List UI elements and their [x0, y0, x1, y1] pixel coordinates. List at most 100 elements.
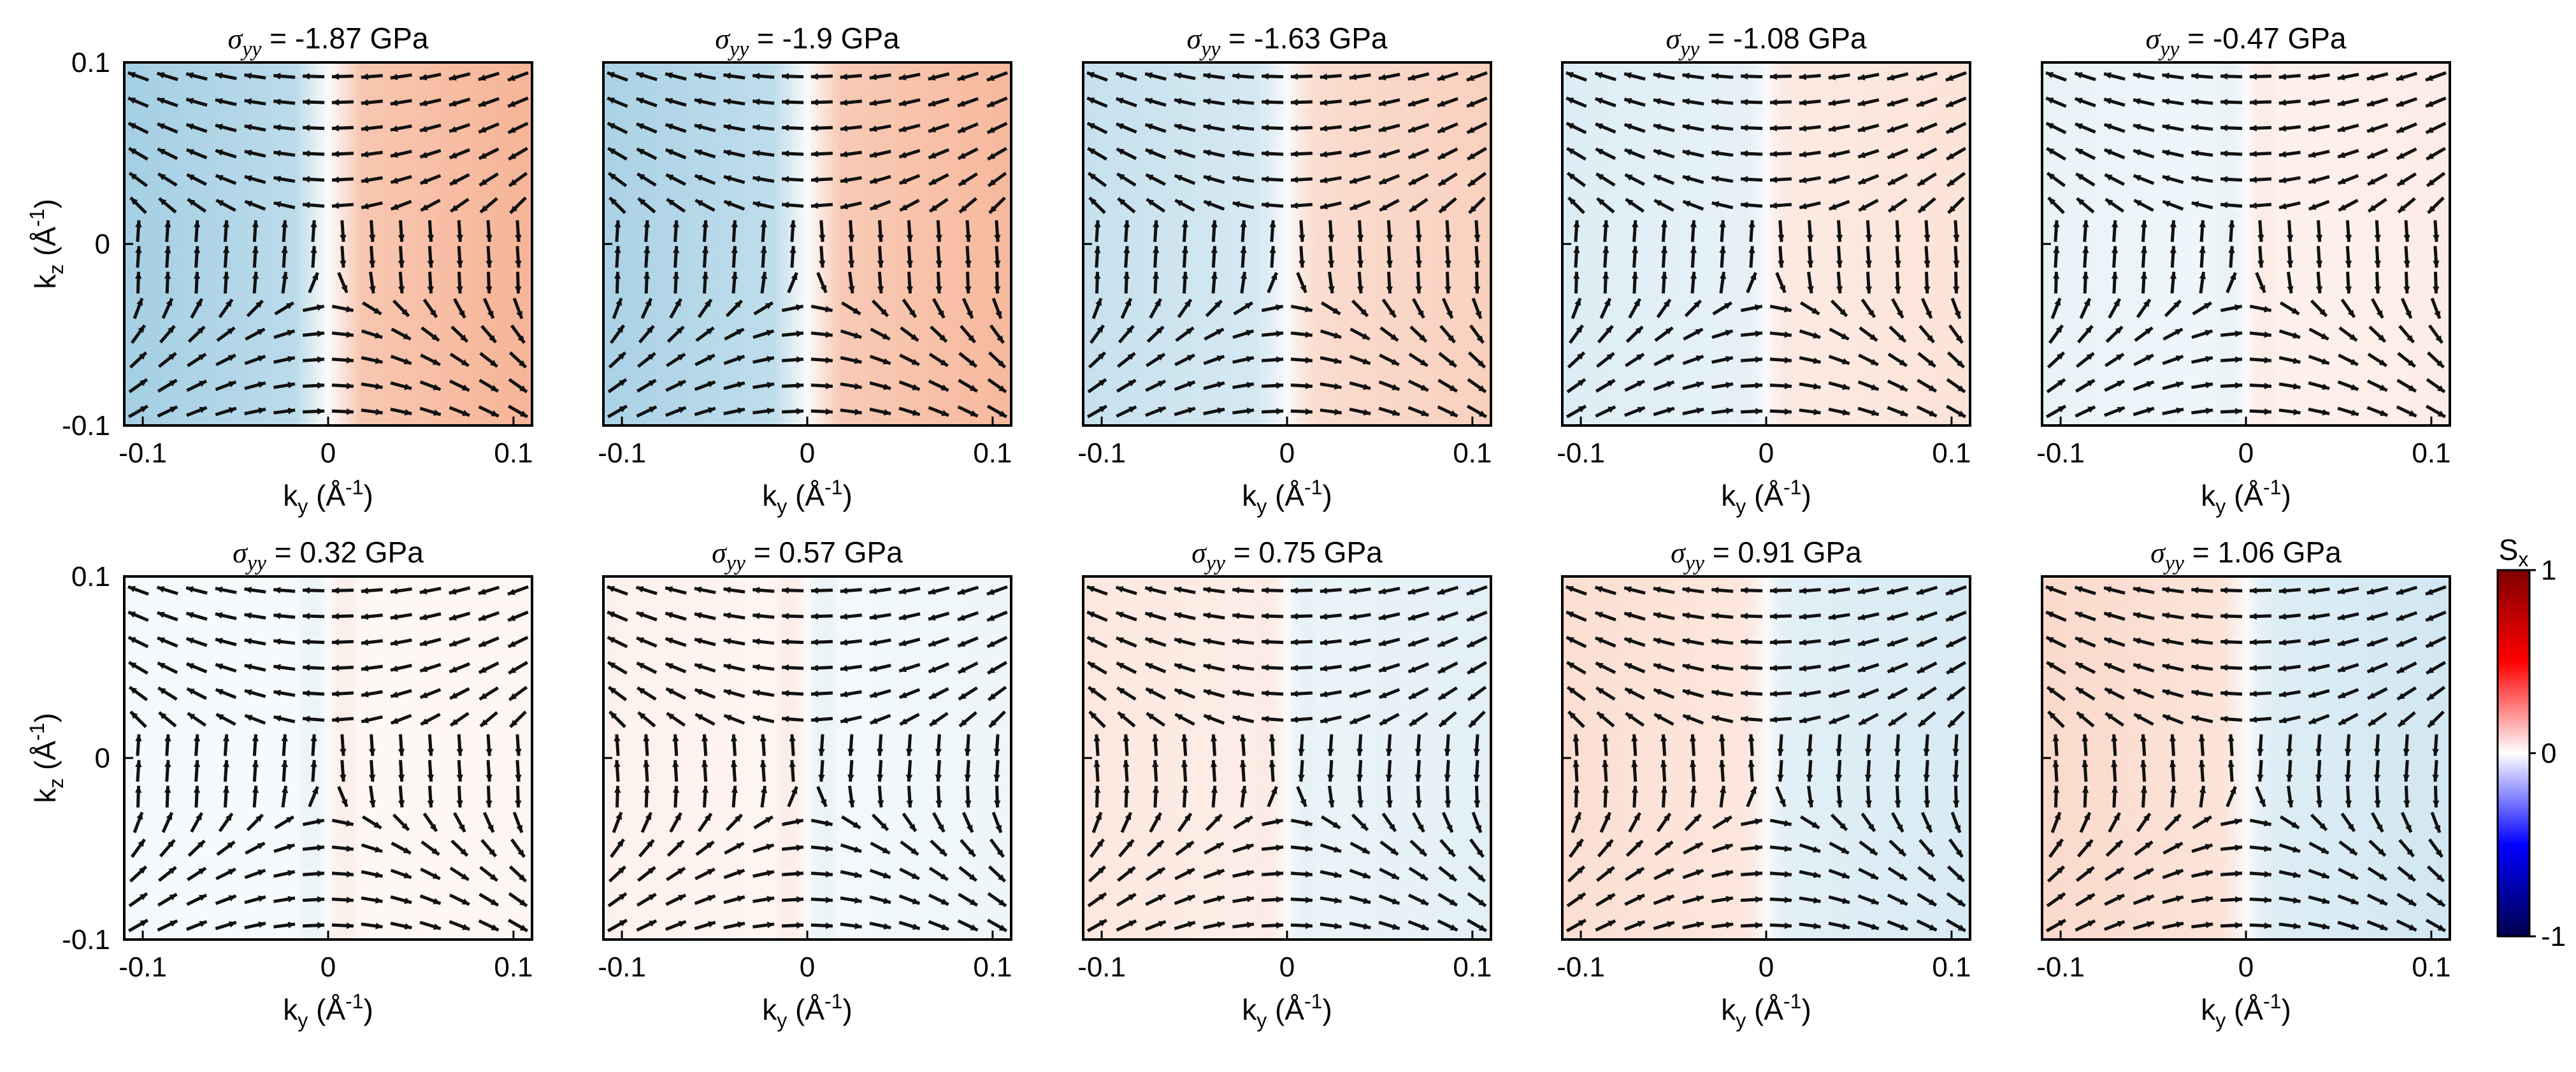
spin-arrowhead	[935, 775, 942, 782]
spin-arrowhead	[398, 234, 405, 242]
spin-arrowhead	[818, 775, 825, 782]
spin-arrowhead	[1719, 220, 1726, 227]
spin-arrowhead	[607, 637, 615, 643]
spin-arrowhead	[1917, 666, 1925, 673]
spin-arrowhead	[1602, 734, 1609, 741]
spin-arrowhead	[647, 867, 656, 875]
spin-arrowhead	[1262, 201, 1269, 208]
spin-arrowhead	[303, 124, 310, 131]
spin-arrowhead	[257, 355, 266, 362]
spin-arrowhead	[450, 692, 458, 699]
spin-arrowhead	[1444, 286, 1451, 294]
spin-arrowhead	[1842, 383, 1850, 390]
spin-arrowhead	[825, 331, 833, 338]
spin-arrowhead	[479, 666, 487, 673]
spin-arrowhead	[695, 714, 703, 720]
spin-arrowhead	[2134, 714, 2142, 720]
colorbar: 10-1Sx	[2496, 533, 2566, 952]
spin-arrowhead	[1624, 611, 1632, 618]
sx-colormap	[1083, 576, 1491, 940]
spin-arrowhead	[1828, 587, 1836, 594]
spin-arrowhead	[1683, 201, 1691, 207]
spin-arrowhead	[456, 261, 463, 268]
spin-arrowhead	[2199, 220, 2206, 227]
spin-arrowhead	[666, 199, 675, 206]
spin-arrowhead	[517, 335, 524, 343]
spin-arrowhead	[1152, 271, 1160, 279]
spin-arrowhead	[1769, 124, 1777, 132]
spin-arrowhead	[1595, 123, 1604, 130]
spin-arrowhead	[1145, 638, 1153, 644]
spin-arrowhead	[1806, 748, 1813, 756]
spin-arrowhead	[1128, 380, 1136, 387]
spin-arrowhead	[2052, 734, 2059, 741]
spin-arrowhead	[1741, 587, 1748, 594]
spin-arrowhead	[1573, 271, 1580, 279]
spin-arrowhead	[1653, 663, 1662, 670]
spin-arrowhead	[2380, 924, 2388, 931]
spin-arrowhead	[752, 612, 760, 620]
spin-arrowhead	[940, 873, 948, 880]
spin-arrowhead	[694, 98, 702, 105]
spin-arrowhead	[1385, 775, 1393, 782]
spin-arrowhead	[310, 760, 317, 768]
spin-arrowhead	[1305, 331, 1313, 338]
spin-arrowhead	[1607, 380, 1615, 387]
spin-arrowhead	[910, 848, 919, 855]
sx-colormap	[1562, 576, 1970, 940]
spin-arrowhead	[796, 896, 804, 903]
spin-arrowhead	[1088, 662, 1096, 669]
spin-arrowhead	[199, 920, 207, 927]
x-tick-label: 0	[1279, 438, 1295, 469]
spin-arrowhead	[1836, 800, 1843, 808]
spin-arrowhead	[2396, 100, 2405, 107]
spin-arrowhead	[877, 775, 884, 782]
spin-arrowhead	[993, 748, 1000, 756]
x-axis-label: ky (Å-1)	[283, 990, 373, 1032]
spin-arrowhead	[2054, 298, 2061, 306]
spin-arrowhead	[2250, 202, 2257, 209]
spin-arrowhead	[258, 895, 266, 902]
spin-arrowhead	[1946, 641, 1954, 647]
spin-arrowhead	[998, 899, 1006, 906]
spin-arrowhead	[228, 895, 236, 902]
spin-arrowhead	[707, 869, 715, 875]
spin-arrowhead	[2104, 149, 2112, 155]
spin-arrowhead	[636, 72, 644, 79]
spin-arrowhead	[2145, 355, 2154, 361]
spin-arrowhead	[1379, 178, 1387, 184]
spin-arrowhead	[419, 74, 428, 81]
spin-arrowhead	[317, 382, 325, 389]
spin-arrowhead	[273, 587, 281, 594]
spin-arrowhead	[1918, 719, 1926, 727]
spin-arrowhead	[1799, 151, 1807, 158]
spin-arrowhead	[2396, 640, 2405, 647]
spin-arrowhead	[2379, 898, 2387, 904]
spin-arrowhead	[2113, 813, 2120, 821]
spin-arrowhead	[2437, 924, 2445, 931]
panel-5: -0.1 0 0.1ky (Å-1)σyy = -0.47 GPa	[2036, 22, 2451, 518]
spin-arrowhead	[1841, 332, 1849, 339]
spin-arrowhead	[2350, 873, 2358, 879]
spin-arrowhead	[1408, 100, 1416, 107]
spin-arrowhead	[398, 748, 405, 756]
spin-arrowhead	[1953, 234, 1960, 242]
spin-arrowhead	[1158, 920, 1166, 927]
spin-arrowhead	[390, 99, 398, 106]
spin-arrowhead	[928, 588, 936, 595]
spin-arrowhead	[637, 662, 645, 669]
spin-arrowhead	[1887, 74, 1895, 81]
spin-arrowhead	[1624, 124, 1632, 130]
spin-arrowhead	[390, 587, 398, 594]
spin-arrowhead	[2053, 271, 2060, 279]
spin-arrowhead	[1473, 748, 1480, 756]
spin-arrowhead	[401, 822, 409, 831]
spin-arrowhead	[391, 691, 399, 698]
spin-arrowhead	[2220, 690, 2228, 697]
spin-arrowhead	[1419, 848, 1427, 856]
spin-arrowhead	[752, 98, 760, 106]
spin-arrowhead	[2191, 150, 2199, 157]
spin-arrowhead	[958, 614, 966, 621]
spin-arrowhead	[2249, 124, 2257, 132]
spin-arrowhead	[1438, 692, 1446, 699]
